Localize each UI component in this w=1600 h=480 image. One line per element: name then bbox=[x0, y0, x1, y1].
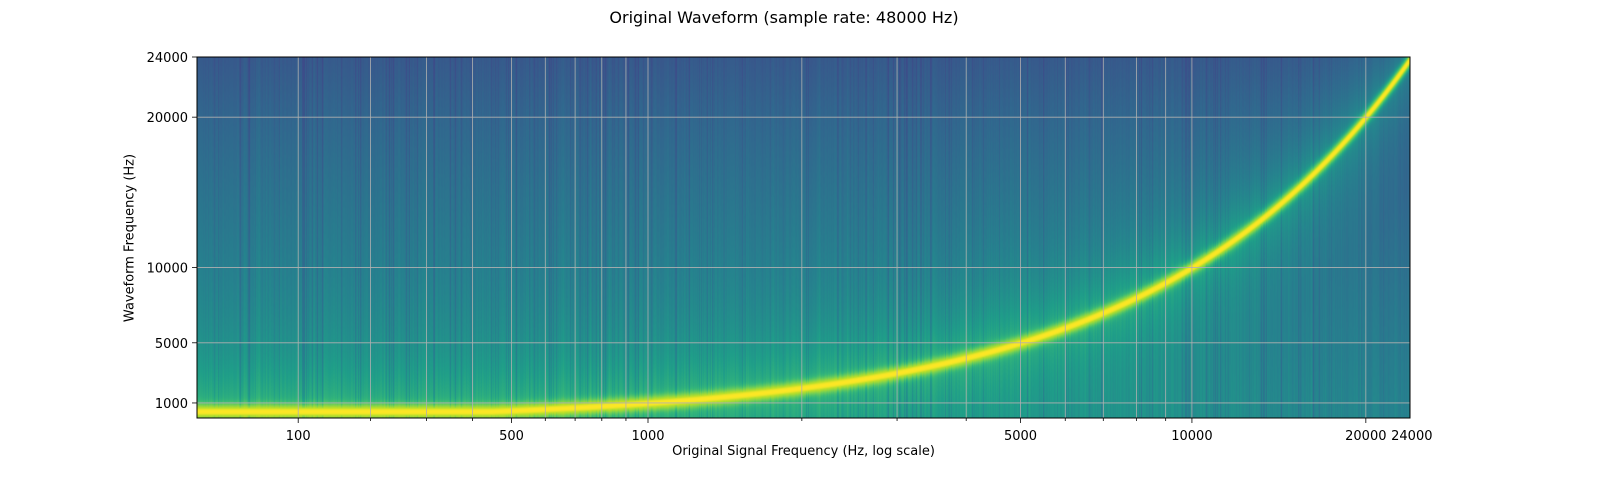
y-tick-label: 24000 bbox=[147, 51, 188, 66]
plot-frame bbox=[196, 56, 1411, 419]
x-axis-label: Original Signal Frequency (Hz, log scale… bbox=[672, 444, 935, 459]
y-tick-label: 1000 bbox=[155, 397, 188, 412]
x-tick-label: 10000 bbox=[1171, 429, 1212, 444]
y-tick-label: 10000 bbox=[147, 262, 188, 277]
x-tick-label: 24000 bbox=[1391, 429, 1432, 444]
y-tick-label: 20000 bbox=[147, 111, 188, 126]
y-axis-label: Waveform Frequency (Hz) bbox=[122, 153, 138, 323]
x-tick-label: 100 bbox=[286, 429, 311, 444]
x-tick-label: 500 bbox=[499, 429, 524, 444]
chart-title: Original Waveform (sample rate: 48000 Hz… bbox=[609, 8, 959, 27]
y-tick-label: 5000 bbox=[155, 337, 188, 352]
x-tick-label: 20000 bbox=[1345, 429, 1386, 444]
x-tick-label: 5000 bbox=[1004, 429, 1037, 444]
x-tick-label: 1000 bbox=[631, 429, 664, 444]
